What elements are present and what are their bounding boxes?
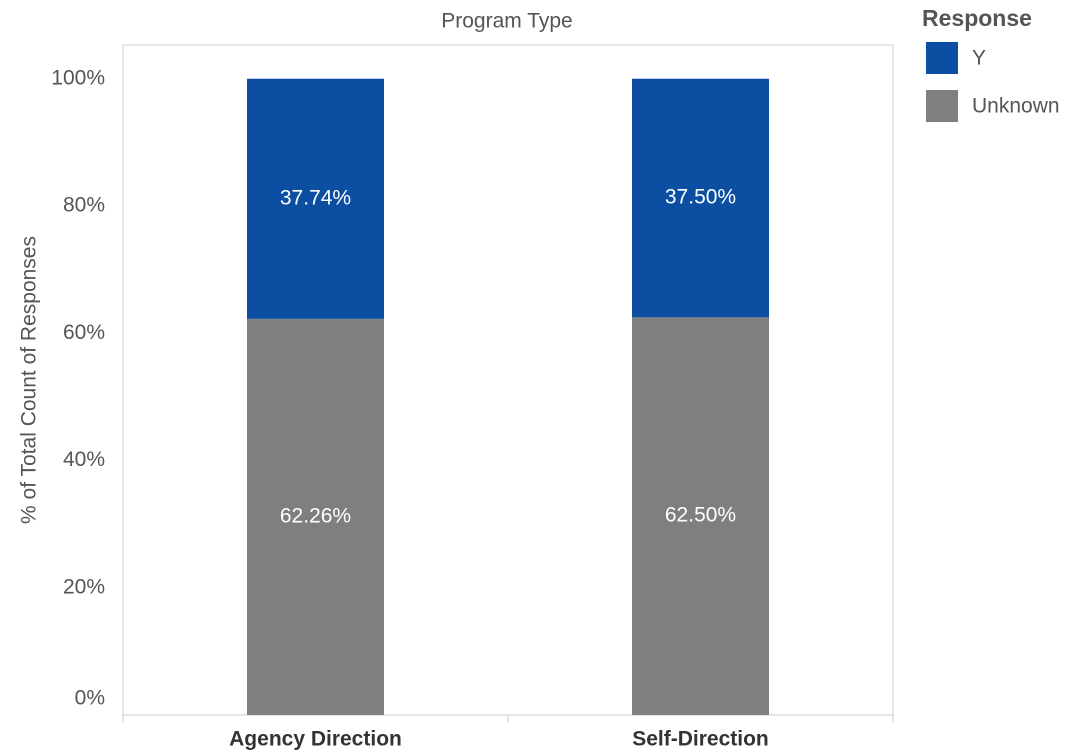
y-tick-label: 60% <box>63 321 105 344</box>
y-tick-label: 80% <box>63 194 105 217</box>
plot-border <box>122 44 894 716</box>
y-axis-title: % of Total Count of Responses <box>18 236 41 524</box>
y-tick-label: 40% <box>63 448 105 471</box>
value-label: 62.26% <box>280 504 351 527</box>
bar-segment <box>632 317 769 715</box>
legend-swatch <box>926 90 958 122</box>
chart-title: Program Type <box>441 10 573 33</box>
value-label: 37.74% <box>280 186 351 209</box>
y-tick-label: 0% <box>75 687 105 710</box>
y-tick-label: 20% <box>63 575 105 598</box>
legend-label: Y <box>972 47 986 70</box>
legend-label: Unknown <box>972 95 1060 118</box>
legend-title: Response <box>922 5 1032 31</box>
x-tick-label: Self-Direction <box>632 728 769 751</box>
bar-segment <box>247 318 384 715</box>
y-tick-label: 100% <box>51 66 105 89</box>
value-label: 37.50% <box>665 186 736 209</box>
value-label: 62.50% <box>665 504 736 527</box>
x-tick-label: Agency Direction <box>229 728 402 751</box>
legend-swatch <box>926 42 958 74</box>
bar-segment <box>632 78 769 318</box>
bar-segment <box>247 78 384 319</box>
